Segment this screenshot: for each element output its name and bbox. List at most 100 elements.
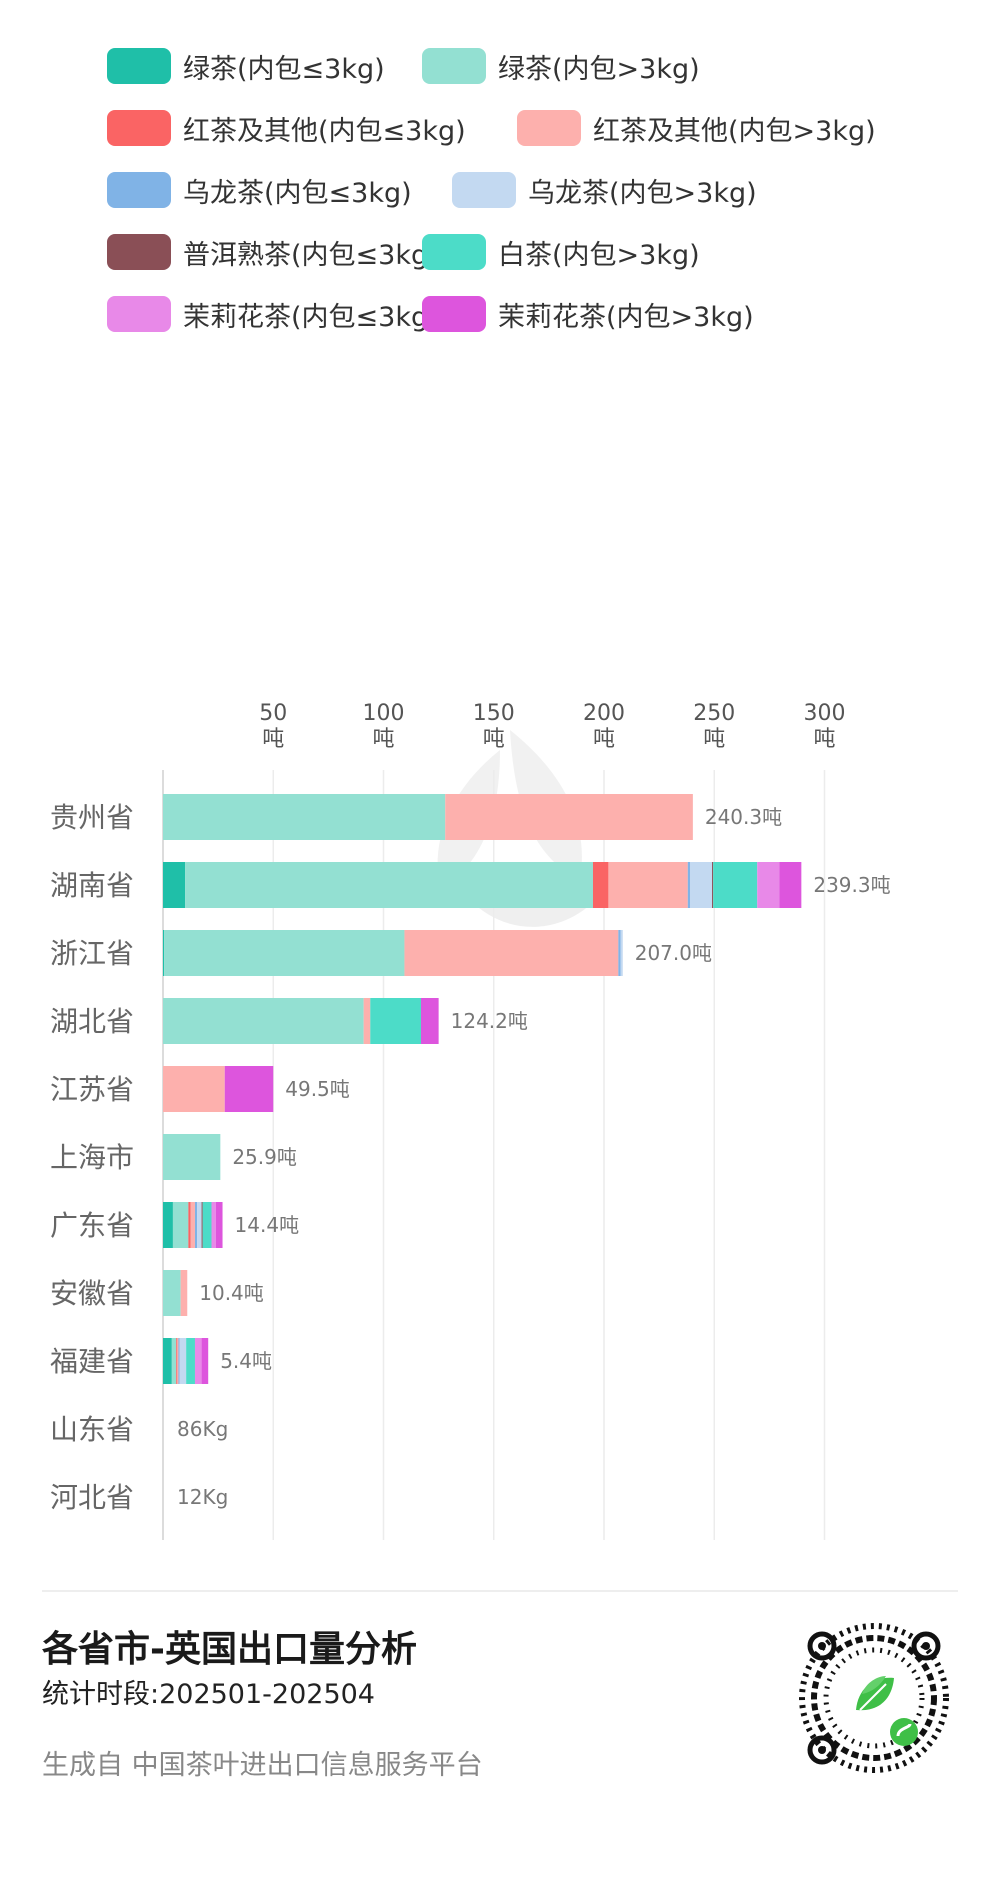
legend-label: 茉莉花茶(内包≤3kg) <box>183 301 439 333</box>
bar-segment <box>172 1202 189 1248</box>
bar-segment <box>163 1270 181 1316</box>
legend-item[interactable]: 红茶及其他(内包≤3kg) <box>107 110 466 147</box>
x-tick-unit: 吨 <box>483 727 505 752</box>
mini-program-qr-code-icon[interactable] <box>786 1610 962 1786</box>
category-label: 安徽省 <box>50 1277 134 1310</box>
bar-segment <box>179 1338 187 1384</box>
legend-item[interactable]: 绿茶(内包≤3kg) <box>107 48 385 85</box>
x-tick-unit: 吨 <box>813 727 835 752</box>
bar-segment <box>163 1202 173 1248</box>
x-tick-unit: 吨 <box>372 727 394 752</box>
bar-segment <box>370 998 421 1044</box>
bar-segment <box>404 930 619 976</box>
category-label: 湖南省 <box>50 869 134 902</box>
x-tick-unit: 吨 <box>262 727 284 752</box>
bar-segment <box>363 998 371 1044</box>
value-label: 12Kg <box>177 1485 228 1509</box>
value-label: 86Kg <box>177 1417 228 1441</box>
x-tick-unit: 吨 <box>593 727 615 752</box>
legend-label: 乌龙茶(内包>3kg) <box>528 177 757 209</box>
x-tick-label: 300 <box>804 701 846 726</box>
bar-segment <box>712 862 714 908</box>
legend-swatch <box>107 48 171 84</box>
category-label: 湖北省 <box>50 1005 134 1038</box>
bar-segment <box>618 930 621 976</box>
legend-item[interactable]: 乌龙茶(内包≤3kg) <box>107 172 412 209</box>
legend-swatch <box>107 296 171 332</box>
bar-segment <box>592 862 609 908</box>
bar-segment <box>194 1202 198 1248</box>
legend-swatch <box>107 234 171 270</box>
legend-item[interactable]: 白茶(内包>3kg) <box>422 234 700 271</box>
category-label: 上海市 <box>50 1141 134 1174</box>
legend-label: 普洱熟茶(内包≤3kg) <box>183 239 439 271</box>
bar-segment <box>164 930 405 976</box>
category-label: 河北省 <box>50 1481 134 1514</box>
source-note: 生成自 中国茶叶进出口信息服务平台 <box>42 1750 483 1781</box>
legend-swatch <box>422 296 486 332</box>
value-label: 49.5吨 <box>285 1077 350 1101</box>
legend-label: 红茶及其他(内包≤3kg) <box>183 115 466 147</box>
category-label: 福建省 <box>50 1345 134 1378</box>
category-label: 广东省 <box>50 1209 134 1242</box>
bar-segment <box>178 1338 180 1384</box>
bar-segment <box>185 862 593 908</box>
legend-label: 白茶(内包>3kg) <box>498 239 700 271</box>
legend-item[interactable]: 乌龙茶(内包>3kg) <box>452 172 757 209</box>
value-label: 14.4吨 <box>235 1213 300 1237</box>
legend-swatch <box>422 48 486 84</box>
bar-segment <box>180 1270 188 1316</box>
legend-item[interactable]: 普洱熟茶(内包≤3kg) <box>107 234 439 271</box>
bar-segment <box>163 930 165 976</box>
legend-swatch <box>517 110 581 146</box>
bar-segment <box>757 862 780 908</box>
bar-segment <box>163 1134 221 1180</box>
bar-segment <box>420 998 439 1044</box>
value-label: 124.2吨 <box>451 1009 528 1033</box>
bar-segment <box>779 862 802 908</box>
legend-label: 红茶及其他(内包>3kg) <box>593 115 876 147</box>
x-tick-label: 250 <box>693 701 735 726</box>
bar-segment <box>201 1202 203 1248</box>
value-label: 5.4吨 <box>220 1349 272 1373</box>
legend-item[interactable]: 绿茶(内包>3kg) <box>422 48 700 85</box>
value-label: 207.0吨 <box>635 941 712 965</box>
bar-segment <box>197 1202 202 1248</box>
legend-label: 乌龙茶(内包≤3kg) <box>183 177 412 209</box>
legend-item[interactable]: 茉莉花茶(内包>3kg) <box>422 296 754 333</box>
x-tick-label: 150 <box>473 701 515 726</box>
bar-segment <box>171 1338 177 1384</box>
category-label: 贵州省 <box>50 801 134 834</box>
bar-segment <box>608 862 688 908</box>
bar-segment <box>687 862 690 908</box>
bar-segment <box>224 1066 274 1112</box>
bar-segment <box>163 862 186 908</box>
bar-segment <box>188 1202 191 1248</box>
statistics-period: 统计时段:202501-202504 <box>42 1679 375 1710</box>
bar-segment <box>176 1338 178 1384</box>
bar-segment <box>186 1338 195 1384</box>
bar-segment <box>163 1066 225 1112</box>
value-label: 239.3吨 <box>813 873 890 897</box>
bar-segment <box>215 1202 223 1248</box>
x-tick-label: 200 <box>583 701 625 726</box>
bar-segment <box>202 1202 212 1248</box>
category-label: 山东省 <box>50 1413 134 1446</box>
bar-segment <box>713 862 758 908</box>
x-tick-label: 50 <box>259 701 287 726</box>
bar-segment <box>620 930 623 976</box>
legend-swatch <box>107 110 171 146</box>
footer-divider <box>42 1590 958 1592</box>
value-label: 240.3吨 <box>705 805 782 829</box>
bar-segment <box>190 1202 195 1248</box>
legend-item[interactable]: 红茶及其他(内包>3kg) <box>517 110 876 147</box>
legend-label: 绿茶(内包≤3kg) <box>183 53 385 85</box>
legend-swatch <box>422 234 486 270</box>
value-label: 10.4吨 <box>199 1281 264 1305</box>
chart-title: 各省市-英国出口量分析 <box>42 1629 417 1670</box>
bar-segment <box>445 794 693 840</box>
bar-segment <box>211 1202 216 1248</box>
bar-segment <box>194 1338 202 1384</box>
legend-item[interactable]: 茉莉花茶(内包≤3kg) <box>107 296 439 333</box>
